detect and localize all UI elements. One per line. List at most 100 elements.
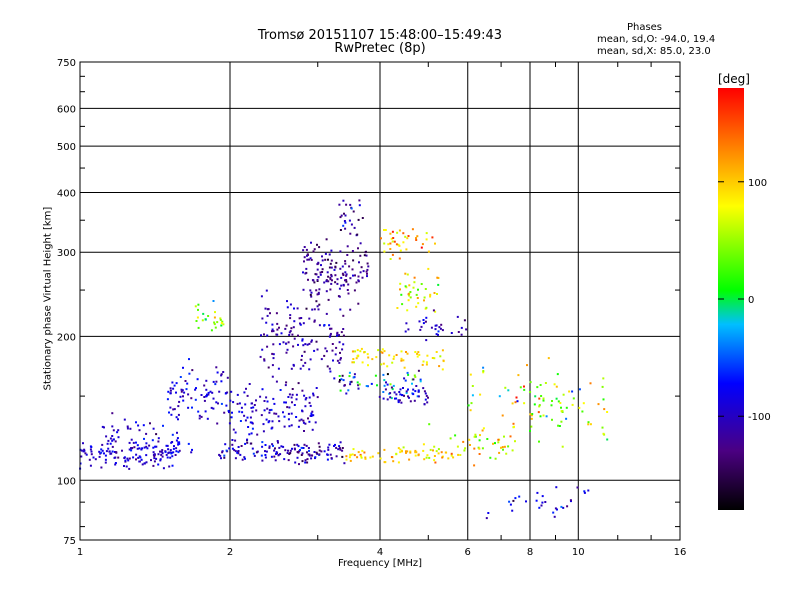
data-point [169,392,172,395]
data-point [173,408,176,411]
data-point [355,357,358,360]
data-point [330,266,333,269]
data-point [303,260,305,263]
data-point [276,322,279,325]
data-point [316,268,319,271]
data-point [275,452,277,455]
data-point [359,242,362,245]
data-point [404,272,407,275]
data-point [276,328,279,331]
data-point [315,300,318,303]
data-point [392,237,395,239]
data-point [270,408,273,411]
data-point [345,455,348,458]
data-point [409,450,412,453]
data-point [304,343,307,346]
data-point [518,495,521,498]
data-point [336,278,339,281]
data-point [374,374,377,377]
data-point [274,459,277,462]
data-point [397,447,400,450]
data-point [407,299,410,302]
data-point [103,452,105,455]
data-point [365,250,367,253]
data-point [178,400,181,403]
data-point [420,325,423,328]
data-point [378,395,381,398]
data-point [89,448,92,451]
data-point [334,266,337,269]
data-point [219,454,222,457]
data-point [232,428,235,431]
data-point [292,345,295,348]
data-point [395,397,398,400]
data-point [251,447,254,450]
data-point [175,450,178,453]
data-point [347,283,350,286]
data-point [384,229,387,231]
data-point [331,343,334,345]
data-point [547,357,550,360]
data-point [178,442,181,445]
data-point [128,448,131,451]
data-point [203,399,206,402]
data-point [284,327,287,330]
data-point [117,456,120,459]
data-point [297,382,300,385]
data-point [487,512,490,514]
data-point [555,397,558,400]
data-point [213,321,216,324]
data-point [116,431,119,434]
data-point [338,375,341,377]
data-point [132,441,135,444]
data-point [287,418,290,421]
data-point [330,249,333,252]
data-point [318,246,321,249]
data-point [140,458,143,461]
data-point [171,464,174,467]
data-point [411,228,414,231]
data-point [328,253,331,256]
data-point [177,413,180,416]
data-point [425,394,428,397]
data-point [425,361,428,364]
data-point [375,356,378,359]
data-point [400,350,403,353]
data-point [359,350,362,353]
data-point [530,417,533,420]
data-point [317,262,320,265]
data-point [200,415,203,418]
data-point [280,332,283,335]
data-point [497,441,500,444]
data-point [357,275,360,278]
data-point [253,404,256,406]
data-point [149,422,151,425]
data-point [101,425,104,428]
data-point [217,402,219,405]
data-point [523,388,526,391]
data-point [333,445,335,447]
data-point [220,457,222,460]
data-point [437,283,440,286]
data-point [177,441,180,444]
data-point [587,489,590,492]
data-point [259,395,262,398]
data-point [346,254,349,256]
data-point [114,463,117,466]
data-point [237,452,240,455]
data-point [80,449,83,452]
data-point [583,491,586,494]
data-point [297,451,300,454]
data-point [215,401,218,404]
data-point [302,322,305,325]
data-point [315,273,318,276]
data-point [211,391,214,394]
data-point [302,288,305,291]
data-point [365,254,368,257]
data-point [559,402,562,404]
data-point [310,291,313,294]
data-point [362,270,365,273]
data-point [157,437,160,440]
data-point [180,388,183,391]
data-point [421,243,424,246]
